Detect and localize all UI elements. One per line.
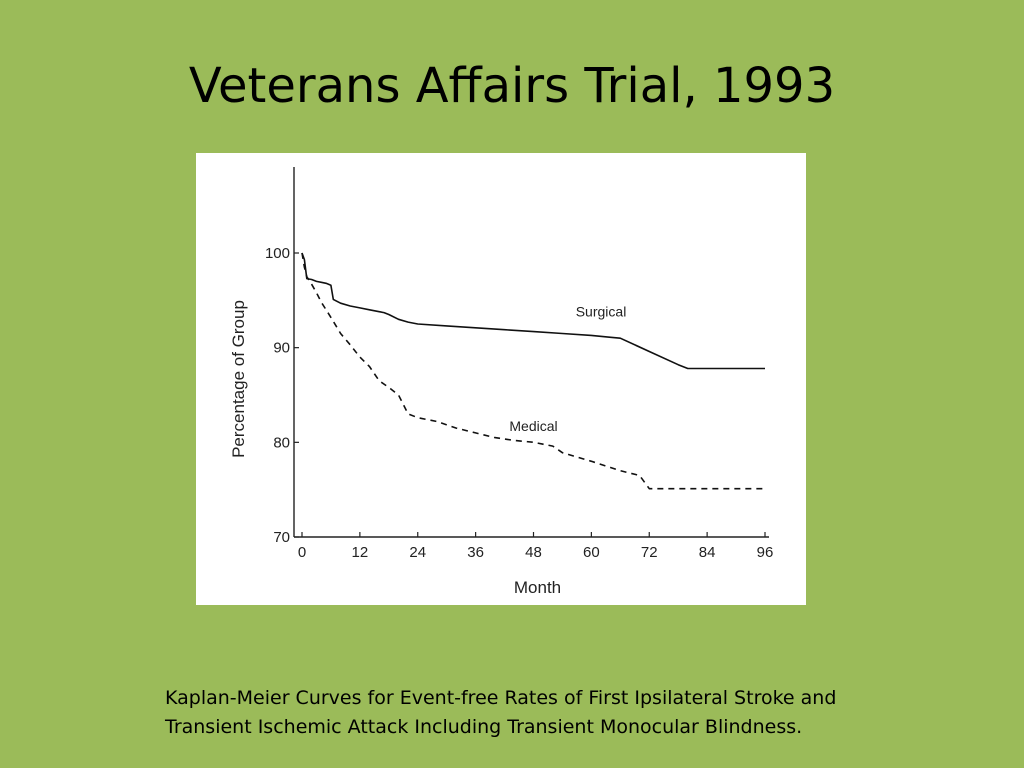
series-label-surgical: Surgical xyxy=(576,303,627,319)
chart-ticks: 0 12 24 36 48 60 72 84 96 70 80 90 100 xyxy=(265,245,773,561)
x-tick-label: 36 xyxy=(467,544,484,561)
x-tick-label: 12 xyxy=(352,544,369,561)
x-tick-label: 48 xyxy=(525,544,542,561)
kaplan-meier-chart: 0 12 24 36 48 60 72 84 96 70 80 90 100 Month Percenta… xyxy=(229,167,773,597)
chart-axes xyxy=(293,167,769,538)
x-tick-label: 60 xyxy=(583,544,600,561)
y-tick-label: 100 xyxy=(265,245,290,262)
x-axis-title: Month xyxy=(514,578,561,597)
x-tick-label: 96 xyxy=(757,544,774,561)
x-tick-label: 72 xyxy=(641,544,658,561)
chart-curves xyxy=(301,252,765,490)
y-tick-label: 70 xyxy=(273,529,290,546)
series-line-medical xyxy=(301,252,765,490)
y-axis-title: Percentage of Group xyxy=(229,300,248,458)
x-tick-label: 84 xyxy=(699,544,716,561)
chart-panel: 0 12 24 36 48 60 72 84 96 70 80 90 100 Month Percenta… xyxy=(196,153,806,605)
x-tick-label: 0 xyxy=(298,544,306,561)
series-label-medical: Medical xyxy=(509,418,557,434)
x-tick-label: 24 xyxy=(409,544,426,561)
caption-line-2: Transient Ischemic Attack Including Tran… xyxy=(165,716,803,738)
series-line-surgical xyxy=(301,252,765,370)
y-tick-label: 90 xyxy=(273,340,290,357)
slide-title: Veterans Affairs Trial, 1993 xyxy=(188,58,836,114)
y-tick-label: 80 xyxy=(273,434,290,451)
slide-caption: Kaplan-Meier Curves for Event-free Rates… xyxy=(165,684,945,742)
caption-line-1: Kaplan-Meier Curves for Event-free Rates… xyxy=(165,687,837,709)
chart-labels: Month Percentage of Group Surgical Medical xyxy=(229,300,626,597)
